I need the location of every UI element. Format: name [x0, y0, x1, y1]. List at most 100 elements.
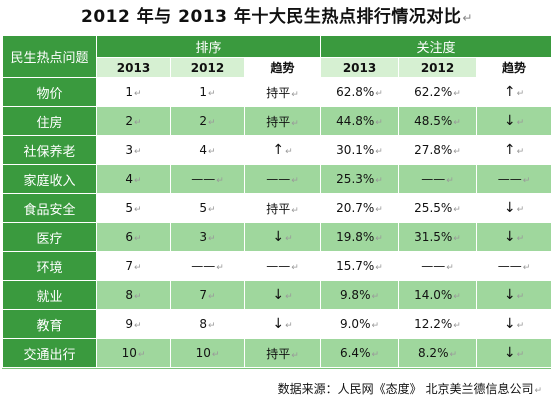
cell-value: 2	[199, 114, 208, 128]
cell-rank-2012: 4↵	[170, 135, 245, 165]
title-return-mark: ↵	[462, 11, 473, 25]
cell-rank-trend: ↓↵	[243, 280, 322, 310]
cell-attention-trend: ↓↵	[476, 338, 553, 368]
return-mark: ↵	[453, 292, 461, 302]
cell-attention-2013: 19.8%↵	[320, 222, 400, 252]
table-row: 就业 8↵ 7↵ ↓↵ 9.8%↵ 14.0%↵ ↓↵	[2, 280, 553, 310]
table-row: 社保养老 3↵ 4↵ ↑↵ 30.1%↵ 27.8%↵ ↑↵	[2, 135, 553, 165]
cell-value: 10	[121, 346, 137, 360]
return-mark: ↵	[371, 350, 380, 360]
cell-attention-2012: 12.2%↵	[398, 309, 478, 339]
return-mark: ↵	[208, 292, 216, 302]
cell-attention-2012: 8.2%↵	[398, 338, 478, 368]
title-text: 2012 年与 2013 年十大民生热点排行情况对比	[81, 7, 462, 27]
cell-value: 8	[199, 317, 208, 331]
table-row: 教育 9↵ 8↵ ↓↵ 9.0%↵ 12.2%↵ ↓↵	[2, 309, 553, 339]
cell-attention-trend: ↓↵	[476, 106, 553, 136]
return-mark: ↵	[453, 205, 461, 215]
cell-attention-trend: ↓↵	[476, 309, 553, 339]
return-mark: ↵	[285, 292, 293, 302]
cell-value: ↓	[272, 287, 285, 303]
return-mark: ↵	[208, 205, 216, 215]
return-mark: ↵	[516, 234, 525, 244]
cell-value: 5	[125, 201, 134, 215]
cell-value: 9	[125, 317, 134, 331]
cell-rank-trend: ——↵	[243, 164, 322, 194]
return-mark: ↵	[211, 350, 220, 360]
cell-value: 48.5%	[414, 114, 453, 128]
return-mark: ↵	[208, 89, 216, 99]
return-mark: ↵	[522, 176, 531, 186]
cell-rank-trend: 持平↵	[243, 338, 322, 368]
cell-value: 15.7%	[336, 259, 375, 273]
return-mark: ↵	[516, 321, 525, 331]
cell-value: 6.4%	[339, 346, 371, 360]
source-return-mark: ↵	[534, 386, 542, 396]
header-group-attention: 关注度	[320, 35, 553, 58]
cell-attention-trend: ↓↵	[476, 193, 553, 223]
col-rank-2013: 2013	[96, 57, 171, 78]
return-mark: ↵	[371, 321, 380, 331]
cell-value: ↓	[272, 316, 285, 332]
cell-rank-trend: 持平↵	[243, 193, 322, 223]
col-rank-2012: 2012	[170, 57, 245, 78]
return-mark: ↵	[134, 292, 142, 302]
cell-rank-2013: 1↵	[96, 77, 171, 107]
return-mark: ↵	[285, 234, 293, 244]
cell-value: 7	[199, 288, 208, 302]
cell-attention-2013: 62.8%↵	[320, 77, 400, 107]
cell-value: 3	[199, 230, 208, 244]
cell-value: ——	[421, 259, 446, 273]
cell-value: 12.2%	[414, 317, 453, 331]
return-mark: ↵	[291, 263, 299, 273]
table-row: 食品安全 5↵ 5↵ 持平↵ 20.7%↵ 25.5%↵ ↓↵	[2, 193, 553, 223]
return-mark: ↵	[216, 176, 224, 186]
return-mark: ↵	[453, 321, 461, 331]
cell-rank-trend: 持平↵	[243, 106, 322, 136]
return-mark: ↵	[285, 147, 293, 157]
cell-value: 6	[125, 230, 134, 244]
return-mark: ↵	[134, 205, 142, 215]
cell-value: 25.5%	[414, 201, 453, 215]
table-row: 物价 1↵ 1↵ 持平↵ 62.8%↵ 62.2%↵ ↑↵	[2, 77, 553, 107]
cell-rank-2012: 8↵	[170, 309, 245, 339]
header-row-label: 民生热点问题	[2, 35, 97, 78]
cell-value: 3	[125, 143, 134, 157]
return-mark: ↵	[446, 263, 454, 273]
cell-value: 10	[195, 346, 211, 360]
row-label: 物价	[2, 77, 97, 107]
cell-attention-trend: ↓↵	[476, 222, 553, 252]
cell-value: 30.1%	[336, 143, 375, 157]
return-mark: ↵	[208, 147, 216, 157]
return-mark: ↵	[137, 350, 146, 360]
return-mark: ↵	[522, 263, 531, 273]
cell-value: ↓	[272, 229, 285, 245]
row-label: 教育	[2, 309, 97, 339]
cell-value: ——	[421, 172, 446, 186]
cell-rank-2013: 7↵	[96, 251, 171, 281]
return-mark: ↵	[516, 118, 525, 128]
return-mark: ↵	[291, 89, 299, 100]
cell-value: 7	[125, 259, 134, 273]
cell-attention-2012: 25.5%↵	[398, 193, 478, 223]
return-mark: ↵	[375, 89, 383, 99]
return-mark: ↵	[516, 147, 525, 157]
source-text: 数据来源：人民网《态度》 北京美兰德信息公司	[277, 382, 534, 396]
cell-value: 25.3%	[336, 172, 375, 186]
cell-value: ↓	[503, 113, 516, 129]
cell-value: 9.0%	[339, 317, 371, 331]
cell-value: 8	[125, 288, 134, 302]
cell-value: ——	[497, 172, 522, 186]
cell-rank-2013: 3↵	[96, 135, 171, 165]
cell-attention-trend: ——↵	[476, 164, 553, 194]
row-label: 住房	[2, 106, 97, 136]
return-mark: ↵	[134, 234, 142, 244]
col-rank-trend: 趋势	[243, 57, 322, 78]
cell-value: 20.7%	[336, 201, 375, 215]
col-attention-2012: 2012	[398, 57, 478, 78]
return-mark: ↵	[375, 147, 383, 157]
cell-attention-trend: ↑↵	[476, 135, 553, 165]
cell-attention-2012: 31.5%↵	[398, 222, 478, 252]
cell-attention-2012: ——↵	[398, 251, 478, 281]
cell-value: 2	[125, 114, 134, 128]
